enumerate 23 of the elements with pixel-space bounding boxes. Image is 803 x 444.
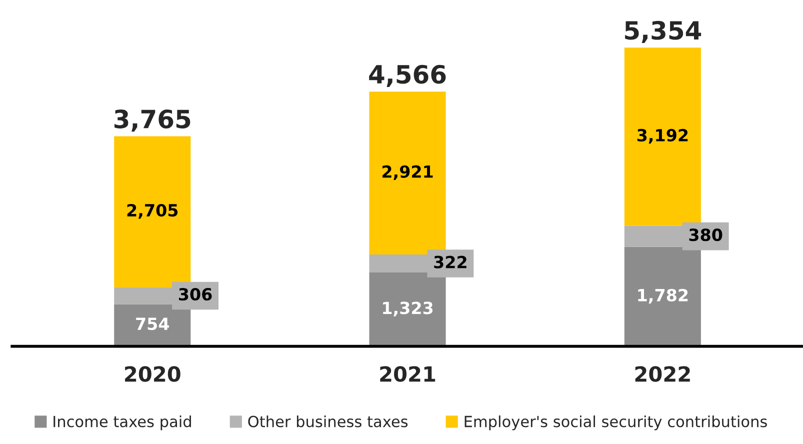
data-label: 380 xyxy=(689,228,722,242)
x-tick-label: 2021 xyxy=(380,366,436,382)
data-label: 3,192 xyxy=(637,128,688,144)
legend-label: Other business taxes xyxy=(248,415,408,428)
data-label: 306 xyxy=(179,288,212,301)
bar xyxy=(369,92,446,255)
data-label: 1,323 xyxy=(383,302,433,316)
total-label: 5,354 xyxy=(625,20,702,43)
data-label: 1,782 xyxy=(638,288,688,304)
data-label: 754 xyxy=(136,318,170,330)
bar xyxy=(624,246,701,346)
data-label: 322 xyxy=(434,256,466,268)
total-label: 4,566 xyxy=(369,64,446,87)
data-label: 2,705 xyxy=(127,204,178,219)
x-tick-label: 2022 xyxy=(635,366,690,382)
x-tick-label: 2020 xyxy=(125,366,180,382)
data-label: 2,921 xyxy=(382,165,433,180)
legend-label: Employer's social security contributions xyxy=(464,415,767,430)
total-label: 3,765 xyxy=(114,110,190,132)
bar xyxy=(114,136,191,288)
bar xyxy=(624,48,701,226)
bar xyxy=(369,272,446,346)
legend-label: Income taxes paid xyxy=(54,415,191,430)
